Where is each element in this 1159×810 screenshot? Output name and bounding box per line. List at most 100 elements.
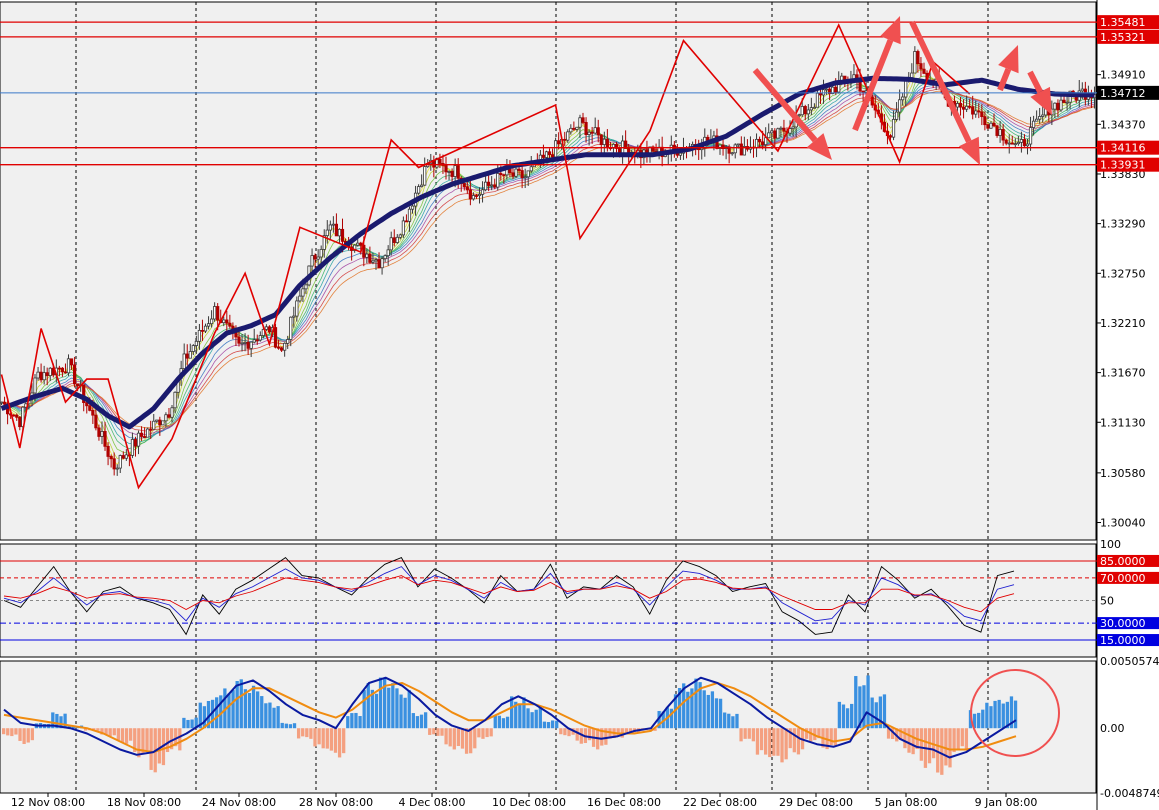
candle-body	[578, 117, 582, 128]
candle-body	[605, 138, 609, 149]
macd-histogram-bar	[296, 728, 301, 739]
macd-histogram-bar	[141, 728, 145, 755]
candle-body	[651, 146, 655, 152]
macd-histogram-bar	[677, 688, 682, 729]
candle-body	[237, 336, 241, 344]
candle-body	[919, 63, 923, 70]
macd-histogram-bar	[956, 728, 960, 750]
candle-body	[60, 367, 65, 373]
macd-histogram-bar	[940, 728, 944, 775]
candle-body	[761, 141, 765, 146]
candle-body	[569, 127, 573, 133]
time-tick-label: 22 Dec 08:00	[683, 796, 757, 809]
candle-body	[18, 416, 22, 428]
candle-body	[1025, 143, 1030, 147]
candle-body	[483, 181, 488, 191]
macd-histogram-bar	[927, 728, 932, 764]
candle-body	[809, 107, 813, 111]
macd-histogram-bar	[292, 723, 297, 729]
macd-histogram-bar	[391, 683, 395, 729]
candle-body	[788, 128, 792, 134]
candle-body	[1080, 88, 1084, 92]
macd-histogram-bar	[919, 728, 923, 761]
candle-body	[1019, 139, 1024, 143]
macd-histogram-bar	[157, 728, 161, 764]
candle-body	[1053, 102, 1057, 110]
candle-body	[828, 88, 832, 94]
candle-body	[721, 144, 725, 150]
candle-body	[39, 371, 43, 381]
macd-histogram-bar	[702, 690, 706, 729]
candle-body	[298, 295, 302, 302]
rsi-level-tag	[1097, 634, 1159, 647]
macd-pane[interactable]: 0.0050574 0.00 -0.0048749	[0, 655, 1159, 800]
candle-body	[417, 186, 421, 194]
macd-histogram-bar	[497, 715, 502, 729]
candle-body	[410, 205, 415, 210]
candle-body	[438, 158, 442, 164]
level-tag-label: 1.33931	[1100, 159, 1146, 172]
macd-histogram-bar	[870, 697, 874, 729]
macd-histogram-bar	[624, 728, 629, 734]
candle-body	[821, 89, 826, 96]
candle-body	[118, 455, 122, 469]
candle-body	[386, 249, 390, 257]
rsi-pane[interactable]: 85.0000 70.0000 30.0000 15.0000 100 50	[0, 538, 1159, 658]
candle-body	[754, 138, 759, 149]
macd-histogram-bar	[477, 728, 481, 738]
arrow-head	[1030, 86, 1052, 115]
candle-body	[803, 106, 807, 115]
rsi-level-tag	[1097, 554, 1159, 567]
candle-body	[185, 353, 189, 359]
macd-histogram-bar	[374, 693, 379, 729]
candle-body	[593, 127, 597, 134]
macd-histogram-bar	[178, 728, 182, 751]
candle-body	[374, 259, 378, 262]
macd-histogram-bar	[362, 690, 366, 729]
ribbon-ma-line	[1, 90, 1095, 429]
candle-body	[149, 428, 153, 431]
annotation-arrow	[752, 68, 832, 160]
candle-body	[971, 106, 975, 115]
candle-body	[502, 174, 506, 177]
candle-body	[292, 315, 296, 318]
macd-histogram-bar	[628, 728, 633, 733]
ribbon-ma-line	[1, 79, 1095, 450]
macd-histogram-bar	[256, 691, 260, 729]
macd-histogram-bar	[276, 706, 280, 729]
candle-body	[322, 235, 326, 250]
macd-histogram-bar	[301, 728, 305, 737]
candle-body	[246, 341, 250, 349]
candle-body	[961, 106, 966, 110]
candle-body	[310, 255, 314, 267]
candle-body	[998, 129, 1002, 136]
macd-histogram-bar	[366, 683, 370, 729]
candle-body	[206, 323, 211, 327]
macd-histogram-bar	[325, 728, 329, 749]
time-tick-label: 24 Nov 08:00	[202, 796, 276, 809]
candle-body	[547, 151, 552, 156]
candle-body	[773, 130, 777, 139]
level-tag-label: 1.35321	[1100, 31, 1146, 44]
macd-histogram-bar	[321, 728, 325, 749]
candle-body	[109, 456, 113, 460]
macd-tick-label: 0.00	[1100, 722, 1125, 735]
candle-body	[194, 340, 198, 346]
annotation-arrow	[852, 16, 901, 132]
macd-histogram-bar	[440, 728, 444, 736]
candle-body	[48, 367, 52, 377]
macd-histogram-bar	[411, 713, 415, 729]
macd-histogram-bar	[10, 728, 14, 737]
candle-body	[1013, 143, 1017, 146]
candle-body	[977, 110, 981, 113]
macd-histogram-bar	[6, 728, 10, 736]
candle-body	[471, 195, 476, 200]
candle-body	[596, 127, 600, 136]
candle-body	[389, 237, 393, 251]
macd-histogram-bar	[997, 699, 1001, 729]
candle-body	[146, 428, 150, 438]
candle-body	[910, 72, 914, 78]
candle-body	[736, 143, 740, 146]
